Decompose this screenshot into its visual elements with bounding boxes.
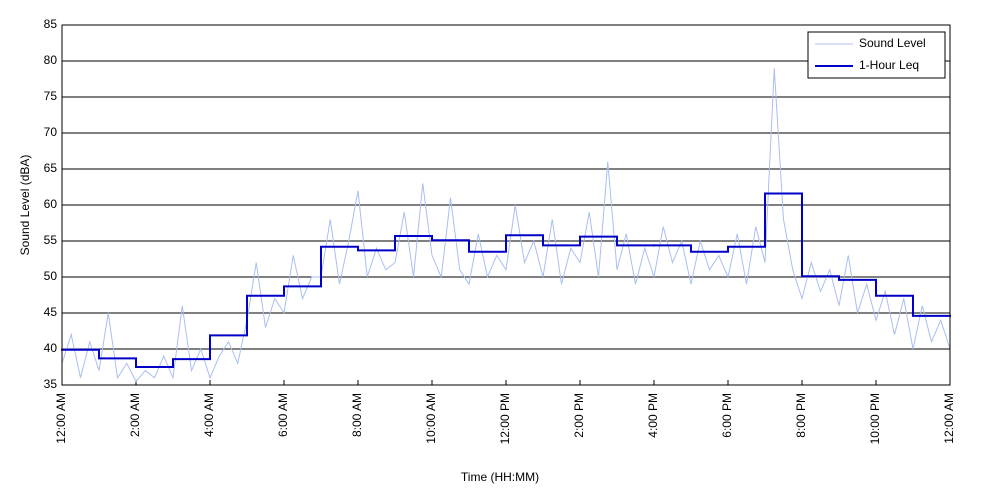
x-tick-label: 2:00 AM [128,393,142,437]
y-tick-label: 85 [44,17,58,31]
x-tick-label: 4:00 PM [646,393,660,438]
y-tick-label: 35 [44,377,58,391]
x-tick-label: 12:00 AM [942,393,956,444]
x-tick-label: 6:00 PM [720,393,734,438]
x-tick-label: 10:00 AM [424,393,438,444]
legend-label: 1-Hour Leq [859,58,919,72]
x-tick-label: 12:00 PM [498,393,512,444]
x-tick-label: 2:00 PM [572,393,586,438]
y-tick-label: 75 [44,89,58,103]
x-tick-label: 8:00 PM [794,393,808,438]
y-tick-label: 70 [44,125,58,139]
legend-label: Sound Level [859,36,926,50]
x-tick-label: 10:00 PM [868,393,882,444]
legend-box [807,31,946,79]
x-axis-label: Time (HH:MM) [461,470,539,484]
y-tick-label: 55 [44,233,58,247]
y-tick-label: 60 [44,197,58,211]
y-tick-label: 40 [44,341,58,355]
x-tick-label: 12:00 AM [54,393,68,444]
sound-level-line [61,68,951,383]
x-tick-label: 4:00 AM [202,393,216,437]
y-axis-label: Sound Level (dBA) [18,155,32,256]
y-tick-label: 50 [44,269,58,283]
y-tick-label: 45 [44,305,58,319]
x-tick-label: 8:00 AM [350,393,364,437]
x-tick-label: 6:00 AM [276,393,290,437]
y-tick-label: 65 [44,161,58,175]
plot-frame [61,24,951,386]
y-tick-label: 80 [44,53,58,67]
